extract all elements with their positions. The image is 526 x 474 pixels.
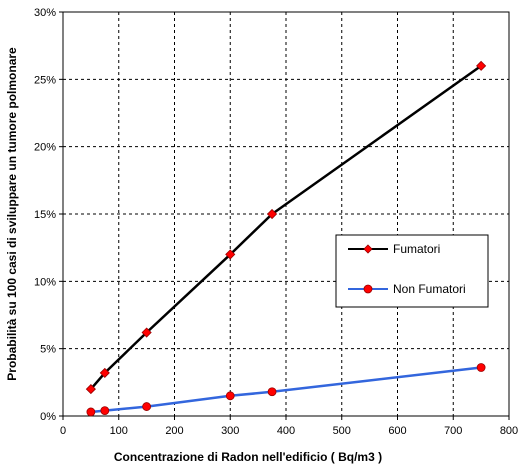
x-tick-label: 600 — [388, 425, 406, 437]
grid-lines — [59, 11, 510, 420]
x-tick-label: 700 — [444, 425, 462, 437]
data-point-non-fumatori — [86, 407, 96, 417]
legend: Fumatori Non Fumatori — [335, 234, 489, 308]
x-tick-label: 0 — [60, 425, 66, 437]
series-group — [85, 60, 487, 417]
x-tick-label: 500 — [333, 425, 351, 437]
tick-labels: 0% 5% 10% 15% 20% 25% 30% 0 100 200 300 400 500 600 70… — [34, 7, 518, 437]
data-point-fumatori — [85, 384, 96, 395]
y-tick-label: 5% — [40, 344, 56, 356]
x-tick-label: 400 — [277, 425, 295, 437]
legend-marker-fumatori — [363, 244, 373, 254]
x-tick-label: 800 — [500, 425, 518, 437]
data-point-non-fumatori — [225, 391, 235, 401]
x-tick-label: 300 — [221, 425, 239, 437]
y-tick-label: 0% — [40, 411, 56, 423]
data-point-non-fumatori — [142, 402, 152, 411]
y-axis-label: Probabilità su 100 casi di sviluppare un… — [5, 47, 19, 381]
x-axis-label: Concentrazione di Radon nell'edificio ( … — [114, 450, 382, 464]
data-point-non-fumatori — [267, 387, 277, 397]
legend-box — [335, 234, 489, 308]
y-tick-label: 25% — [34, 74, 56, 86]
x-tick-label: 100 — [110, 425, 128, 437]
y-tick-label: 30% — [34, 7, 56, 19]
y-tick-label: 10% — [34, 276, 56, 288]
data-point-fumatori — [266, 208, 278, 220]
legend-marker-non-fumatori — [363, 284, 373, 294]
y-tick-label: 20% — [34, 142, 56, 154]
data-point-non-fumatori — [476, 363, 486, 372]
data-point-fumatori — [141, 327, 152, 338]
legend-label-non-fumatori: Non Fumatori — [393, 282, 466, 296]
y-tick-label: 15% — [34, 209, 56, 221]
x-tick-label: 200 — [165, 425, 183, 437]
data-point-fumatori — [476, 60, 487, 71]
data-point-fumatori — [99, 367, 110, 378]
data-point-non-fumatori — [100, 406, 110, 416]
legend-label-fumatori: Fumatori — [393, 242, 440, 256]
data-point-fumatori — [225, 249, 236, 260]
